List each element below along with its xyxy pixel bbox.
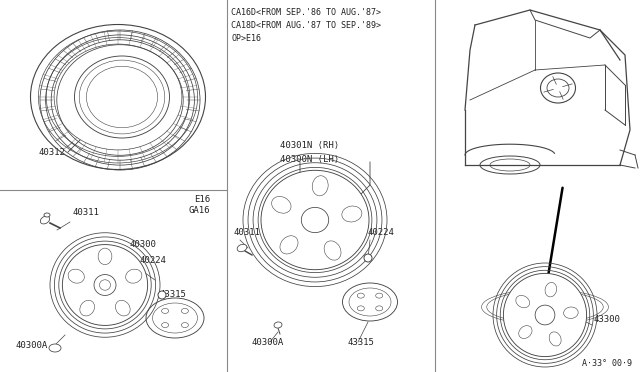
Ellipse shape (44, 213, 50, 217)
Ellipse shape (357, 306, 364, 311)
Ellipse shape (125, 269, 142, 283)
Text: 40301N ⟨RH⟩: 40301N ⟨RH⟩ (280, 141, 339, 150)
Ellipse shape (549, 332, 561, 346)
Text: 40311: 40311 (72, 208, 99, 217)
Ellipse shape (342, 283, 397, 321)
Text: 40311: 40311 (233, 228, 260, 237)
Text: 40312: 40312 (38, 148, 65, 157)
Text: 40224: 40224 (368, 228, 395, 237)
Ellipse shape (68, 269, 84, 283)
Text: 40300: 40300 (130, 240, 157, 249)
Ellipse shape (162, 308, 168, 314)
Ellipse shape (49, 344, 61, 352)
Ellipse shape (74, 56, 170, 138)
Ellipse shape (535, 305, 555, 325)
Ellipse shape (158, 291, 166, 299)
Text: 40300A: 40300A (15, 341, 47, 350)
Text: 40300N ⟨LH⟩: 40300N ⟨LH⟩ (280, 155, 339, 164)
Ellipse shape (261, 170, 369, 270)
Text: 43315: 43315 (348, 338, 375, 347)
Ellipse shape (519, 326, 532, 339)
Ellipse shape (274, 322, 282, 328)
Text: 43315: 43315 (160, 290, 187, 299)
Ellipse shape (564, 307, 578, 318)
Ellipse shape (181, 323, 188, 328)
Ellipse shape (312, 176, 328, 196)
Ellipse shape (271, 196, 291, 213)
Text: 40224: 40224 (140, 256, 167, 265)
Ellipse shape (40, 216, 50, 224)
Ellipse shape (181, 308, 188, 314)
Ellipse shape (98, 248, 112, 264)
Text: A·33° 00·9: A·33° 00·9 (582, 359, 632, 368)
Text: OP>E16: OP>E16 (231, 34, 261, 43)
Text: CA18D<FROM AUG.'87 TO SEP.'89>: CA18D<FROM AUG.'87 TO SEP.'89> (231, 21, 381, 30)
Ellipse shape (301, 208, 329, 232)
Ellipse shape (162, 323, 168, 328)
Text: GA16: GA16 (189, 206, 210, 215)
Ellipse shape (85, 65, 165, 135)
Ellipse shape (94, 275, 116, 295)
Ellipse shape (357, 293, 364, 298)
Ellipse shape (342, 206, 362, 222)
Ellipse shape (146, 298, 204, 338)
Ellipse shape (376, 306, 383, 311)
Text: CA16D<FROM SEP.'86 TO AUG.'87>: CA16D<FROM SEP.'86 TO AUG.'87> (231, 8, 381, 17)
Ellipse shape (545, 282, 557, 297)
Text: 43300: 43300 (594, 315, 621, 324)
Ellipse shape (516, 295, 530, 308)
Text: E16: E16 (194, 195, 210, 204)
Ellipse shape (324, 241, 341, 260)
Ellipse shape (115, 300, 130, 316)
Ellipse shape (237, 244, 247, 252)
Ellipse shape (376, 293, 383, 298)
Ellipse shape (364, 254, 372, 262)
Ellipse shape (62, 244, 148, 326)
Ellipse shape (504, 273, 587, 357)
Text: 40300A: 40300A (252, 338, 284, 347)
Ellipse shape (80, 300, 95, 316)
Ellipse shape (280, 236, 298, 254)
